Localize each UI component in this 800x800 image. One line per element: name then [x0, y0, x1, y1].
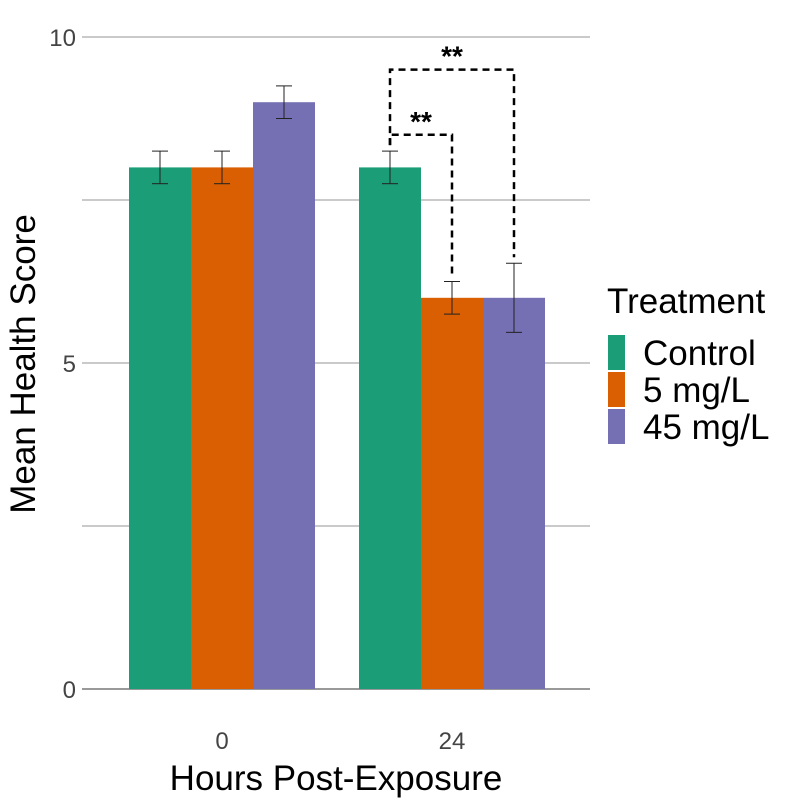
x-tick-labels: 0 24: [215, 728, 465, 755]
bar: [253, 102, 315, 689]
x-tick-label: 24: [439, 728, 466, 755]
legend-swatch: [608, 335, 625, 370]
bar: [483, 297, 545, 689]
bar: [191, 167, 253, 689]
bar: [421, 297, 483, 689]
legend-label: 5 mg/L: [643, 371, 750, 410]
y-tick-label: 0: [63, 677, 76, 704]
significance-bracket: [388, 68, 516, 258]
y-tick-label: 10: [49, 25, 76, 52]
error-bars: [152, 85, 522, 333]
y-tick-labels: 0 5 10: [49, 25, 76, 704]
x-axis-title: Hours Post-Exposure: [170, 759, 503, 798]
bars: [129, 102, 545, 689]
x-tick-label: 0: [215, 728, 228, 755]
significance-label: **: [410, 106, 432, 137]
bar: [129, 167, 191, 689]
significance-brackets: ** **: [388, 41, 516, 276]
legend-label: 45 mg/L: [643, 408, 769, 447]
significance-label: **: [441, 41, 463, 72]
y-axis-title: Mean Health Score: [4, 214, 43, 514]
y-tick-label: 5: [63, 351, 76, 378]
bar: [359, 167, 421, 689]
legend-swatch: [608, 372, 625, 407]
legend-title: Treatment: [607, 282, 765, 321]
legend-label: Control: [643, 334, 756, 373]
legend-swatch: [608, 409, 625, 444]
